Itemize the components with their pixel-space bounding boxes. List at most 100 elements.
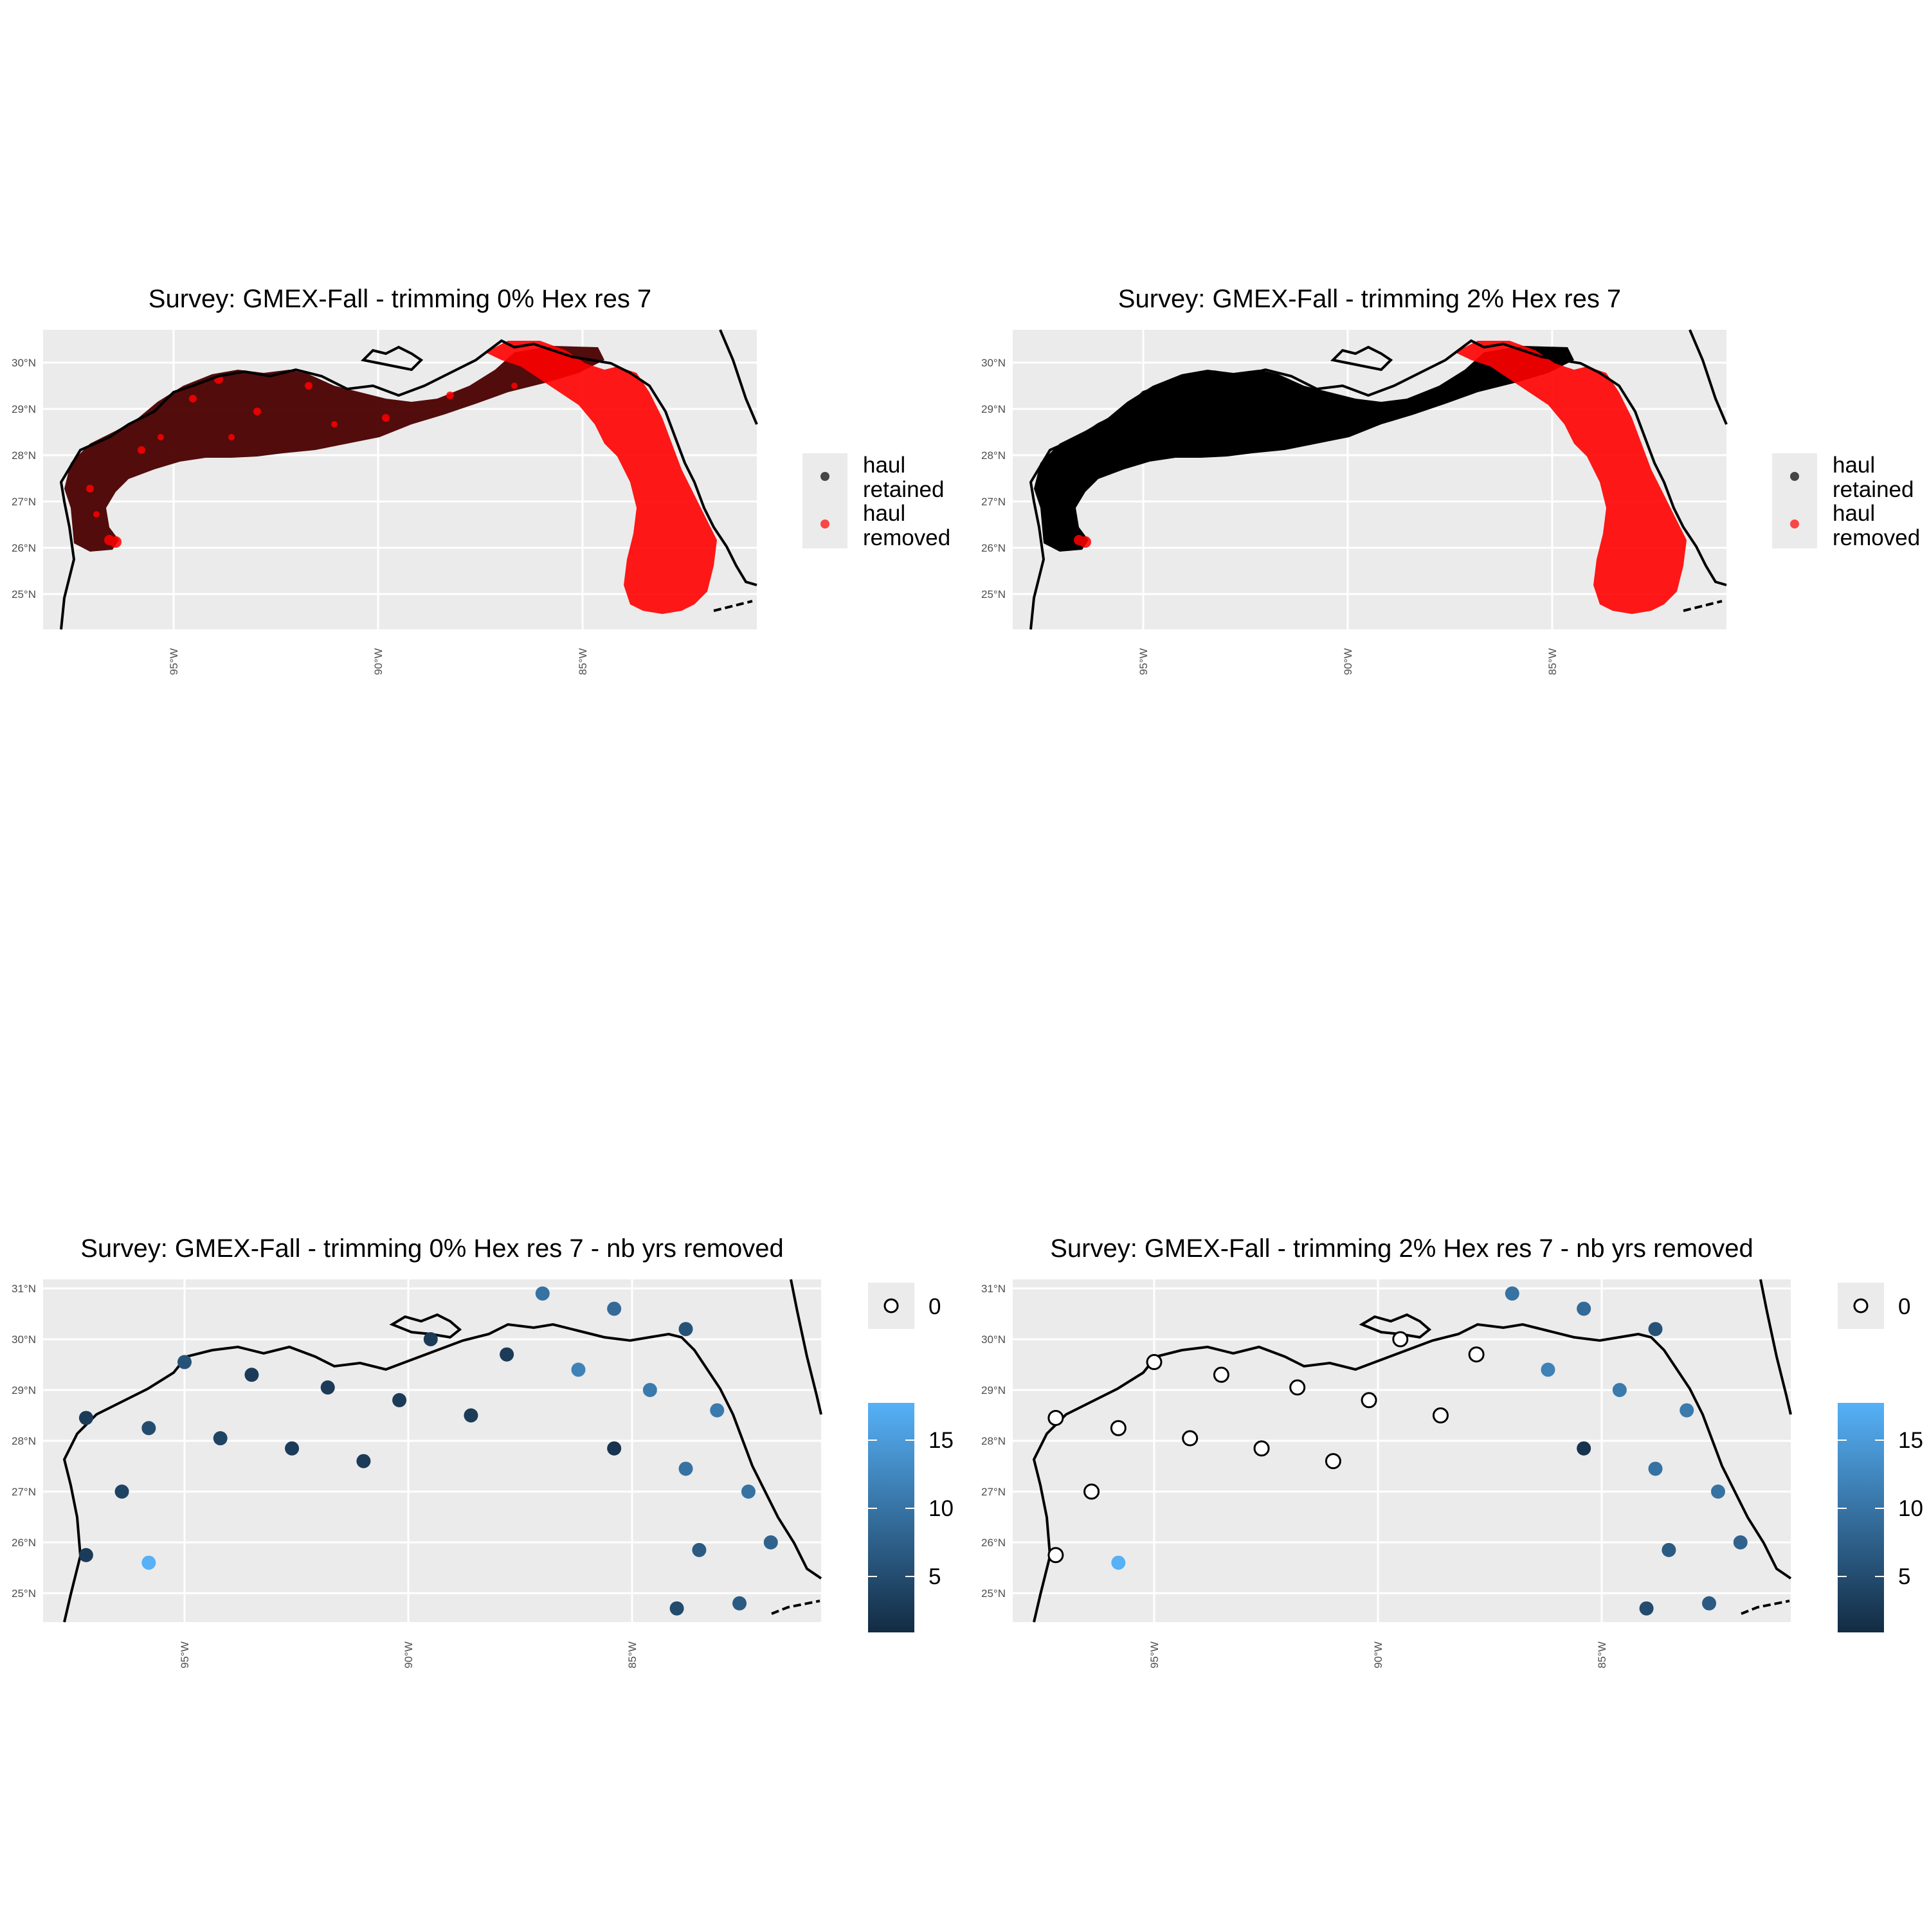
hex-point (1289, 1379, 1306, 1396)
x-tick-label: 95°W (179, 1641, 191, 1668)
coastline (1032, 1279, 1792, 1623)
y-tick-label: 28°N (981, 449, 1006, 462)
hex-point (1702, 1596, 1717, 1611)
colorbar-gradient (1838, 1403, 1884, 1632)
hex-point (1146, 1354, 1163, 1371)
colorbar-tick: 10 (928, 1496, 954, 1521)
hex-point (607, 1301, 622, 1316)
hex-point (500, 1347, 514, 1362)
hex-point (607, 1441, 622, 1456)
x-tick-label: 95°W (1148, 1641, 1161, 1668)
y-tick-label: 25°N (981, 588, 1006, 600)
hex-point (78, 1548, 93, 1562)
east-survey-region (485, 341, 717, 614)
coastline (62, 1279, 822, 1623)
y-tick-label: 30°N (981, 357, 1006, 369)
hex-point (1662, 1542, 1676, 1557)
colorbar-tick: 15 (928, 1428, 954, 1453)
panel-title: Survey: GMEX-Fall - trimming 0% Hex res … (149, 285, 651, 313)
y-tick-label: 30°N (12, 1333, 36, 1346)
colorbar-tick: 15 (1898, 1428, 1923, 1453)
legend-label-retained: haul retained (1833, 453, 1914, 502)
gridlines (43, 1279, 821, 1622)
coastline (59, 329, 758, 630)
east-survey-region (1455, 341, 1687, 614)
hex-point (1639, 1601, 1654, 1616)
colorbar-tick: 10 (1898, 1496, 1923, 1521)
legend-line: removed (863, 525, 950, 550)
hex-point (1182, 1430, 1199, 1447)
panel-title: Survey: GMEX-Fall - trimming 2% Hex res … (1118, 285, 1621, 313)
hex-point (356, 1454, 371, 1468)
hex-point (763, 1535, 778, 1549)
legend-label-removed: haul removed (1833, 501, 1920, 550)
hex-point (1612, 1383, 1627, 1397)
x-tick-label: 85°W (626, 1641, 638, 1668)
hex-point (78, 1411, 93, 1425)
x-tick-label: 85°W (1546, 648, 1559, 675)
y-axis-ticks: 30°N 29°N 28°N 27°N 26°N 25°N (12, 357, 36, 600)
y-tick-label: 30°N (12, 357, 36, 369)
legend: haul retained haul removed (1772, 453, 1920, 550)
x-tick-label: 95°W (1137, 648, 1150, 675)
hex-point (1110, 1420, 1127, 1436)
legend-line: retained (863, 477, 944, 502)
hex-point (464, 1408, 478, 1423)
panel-bottom-right: Survey: GMEX-Fall - trimming 2% Hex res … (981, 1234, 1923, 1668)
y-tick-label: 31°N (981, 1283, 1006, 1295)
legend-label-zero: 0 (1898, 1294, 1910, 1319)
legend-label-zero: 0 (928, 1294, 941, 1319)
hex-point (571, 1362, 586, 1377)
hex-point (1432, 1407, 1449, 1423)
legend-key-removed (1790, 519, 1799, 528)
y-tick-label: 29°N (981, 403, 1006, 415)
legend-key-retained (1790, 472, 1799, 481)
hex-point (678, 1322, 693, 1337)
x-axis-ticks: 95°W 90°W 85°W (168, 648, 589, 675)
hex-point (1733, 1535, 1748, 1549)
hex-point (1577, 1301, 1591, 1316)
legend-key-bg (802, 453, 847, 548)
hex-point (1680, 1403, 1694, 1418)
hex-point (535, 1286, 550, 1301)
panel-bottom-left: Survey: GMEX-Fall - trimming 0% Hex res … (12, 1234, 954, 1668)
colorbar: 15 10 5 (868, 1403, 954, 1632)
x-tick-label: 85°W (577, 648, 589, 675)
y-axis-ticks: 31°N 30°N 29°N 28°N 27°N 26°N 25°N (12, 1283, 36, 1600)
y-tick-label: 31°N (12, 1283, 36, 1295)
west-survey-region (1034, 346, 1574, 552)
hex-point (392, 1393, 407, 1407)
hex-point (1648, 1461, 1663, 1476)
coastline (1029, 329, 1728, 630)
hex-point (1505, 1286, 1519, 1301)
hex-point (114, 1485, 129, 1499)
y-tick-label: 26°N (981, 1537, 1006, 1549)
legend-key-bg (1772, 453, 1817, 548)
hex-point (642, 1383, 657, 1397)
hex-point (1213, 1366, 1229, 1383)
haul-points-east (1455, 341, 1687, 614)
panel-top-right: Survey: GMEX-Fall - trimming 2% Hex res … (981, 285, 1920, 675)
hex-point (1083, 1483, 1100, 1500)
y-tick-label: 25°N (981, 1587, 1006, 1600)
hex-point (692, 1542, 707, 1557)
colorbar: 15 10 5 (1838, 1403, 1923, 1632)
hex-point (1047, 1409, 1064, 1426)
hex-points (1047, 1286, 1748, 1616)
legend-line: removed (1833, 525, 1920, 550)
x-tick-label: 90°W (372, 648, 385, 675)
legend-key-removed (820, 519, 829, 528)
y-tick-label: 29°N (981, 1384, 1006, 1396)
map-plot-area (1013, 1279, 1791, 1622)
y-tick-label: 27°N (12, 1486, 36, 1498)
panel-title: Survey: GMEX-Fall - trimming 0% Hex res … (80, 1234, 784, 1263)
y-axis-ticks: 31°N 30°N 29°N 28°N 27°N 26°N 25°N (981, 1283, 1006, 1600)
legend-line: haul (1833, 453, 1875, 478)
hex-point (1253, 1440, 1270, 1457)
hex-point (669, 1601, 684, 1616)
y-tick-label: 26°N (12, 542, 36, 554)
y-tick-label: 25°N (12, 588, 36, 600)
hex-point (1710, 1485, 1725, 1499)
hex-point (1111, 1555, 1126, 1570)
